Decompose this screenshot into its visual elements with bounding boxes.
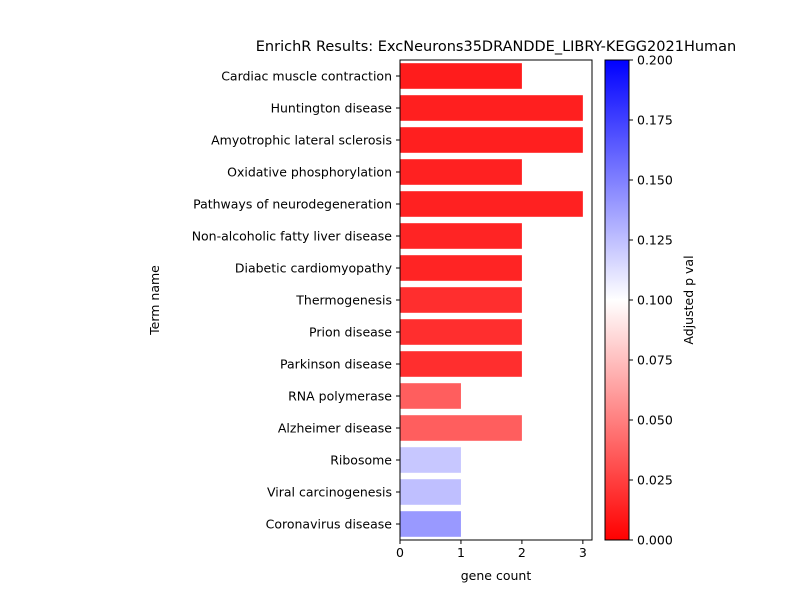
colorbar-tick-label: 0.100 xyxy=(637,293,673,308)
x-tick-label: 2 xyxy=(518,545,526,560)
colorbar-tick-label: 0.175 xyxy=(637,113,673,128)
colorbar-ticks: 0.000 0.025 0.050 0.075 0.100 0.125 0.150 0.175… xyxy=(629,53,673,548)
category-label: Coronavirus disease xyxy=(266,517,393,532)
bar xyxy=(400,447,461,473)
category-label: RNA polymerase xyxy=(288,389,392,404)
category-label: Thermogenesis xyxy=(295,293,392,308)
chart-title: EnrichR Results: ExcNeurons35DRANDDE_LIB… xyxy=(256,39,736,55)
category-label: Diabetic cardiomyopathy xyxy=(235,261,393,276)
bar xyxy=(400,63,522,89)
bar xyxy=(400,479,461,505)
bars-group xyxy=(400,63,583,537)
y-axis-label: Term name xyxy=(147,265,162,336)
bar xyxy=(400,319,522,345)
x-axis-label: gene count xyxy=(461,568,532,583)
category-label: Cardiac muscle contraction xyxy=(221,69,392,84)
x-tick-label: 0 xyxy=(396,545,404,560)
x-tick-label: 1 xyxy=(457,545,465,560)
bar xyxy=(400,351,522,377)
colorbar-tick-label: 0.025 xyxy=(637,473,673,488)
bar xyxy=(400,95,583,121)
colorbar xyxy=(604,59,630,541)
bar xyxy=(400,191,583,217)
colorbar-tick-label: 0.075 xyxy=(637,353,673,368)
bar xyxy=(400,383,461,409)
colorbar-tick-label: 0.050 xyxy=(637,413,673,428)
x-axis-ticks: 0 1 2 3 xyxy=(396,540,587,560)
colorbar-tick-label: 0.000 xyxy=(637,533,673,548)
x-tick-label: 3 xyxy=(579,545,587,560)
colorbar-label: Adjusted p val xyxy=(681,255,696,344)
bar xyxy=(400,127,583,153)
category-label: Ribosome xyxy=(330,453,392,468)
category-label: Pathways of neurodegeneration xyxy=(193,197,392,212)
category-labels: Cardiac muscle contraction Huntington dis… xyxy=(192,69,400,532)
bar xyxy=(400,415,522,441)
category-label: Parkinson disease xyxy=(280,357,392,372)
category-label: Non-alcoholic fatty liver disease xyxy=(192,229,393,244)
bar xyxy=(400,255,522,281)
category-label: Amyotrophic lateral sclerosis xyxy=(211,133,392,148)
bar xyxy=(400,223,522,249)
category-label: Alzheimer disease xyxy=(278,421,392,436)
category-label: Viral carcinogenesis xyxy=(267,485,392,500)
bar xyxy=(400,511,461,537)
colorbar-tick-label: 0.125 xyxy=(637,233,673,248)
bar xyxy=(400,287,522,313)
category-label: Prion disease xyxy=(309,325,392,340)
category-label: Oxidative phosphorylation xyxy=(227,165,392,180)
plot-area-frame xyxy=(399,59,593,541)
colorbar-tick-label: 0.200 xyxy=(637,53,673,68)
category-label: Huntington disease xyxy=(271,101,393,116)
colorbar-tick-label: 0.150 xyxy=(637,173,673,188)
bar xyxy=(400,159,522,185)
